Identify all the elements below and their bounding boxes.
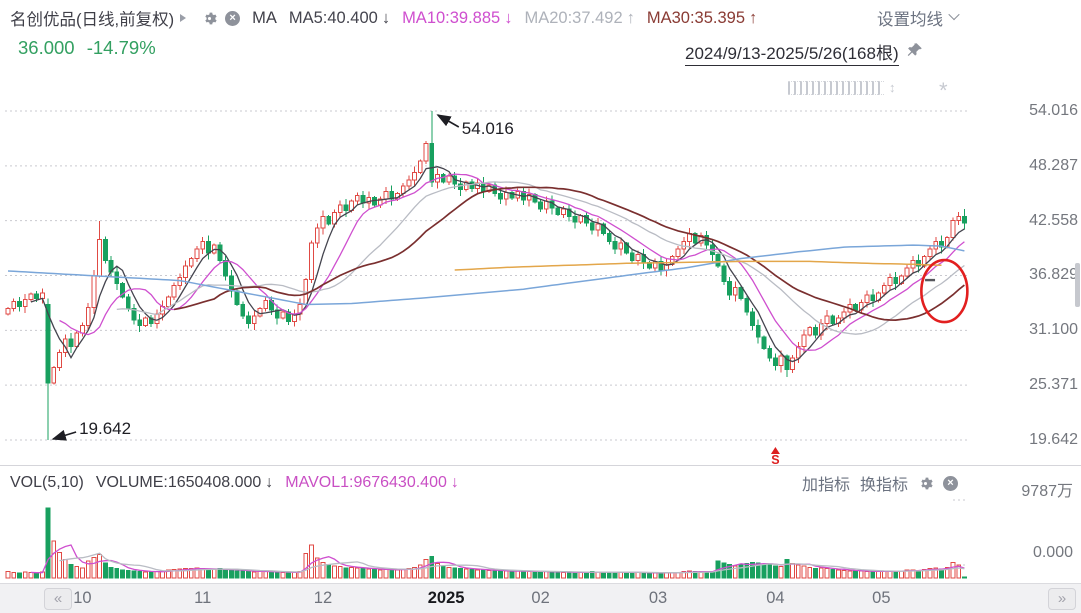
ma30-arrow: ↑ <box>749 8 758 27</box>
quote-price-change: 36.000 -14.79% <box>18 37 156 59</box>
pushpin-icon[interactable] <box>907 42 923 63</box>
volume-value: VOLUME:1650408.000 ↓ <box>95 474 274 491</box>
price-tick-label: 42.558 <box>1029 211 1078 229</box>
volume-bar-chart[interactable] <box>0 498 990 582</box>
ma20-line <box>116 181 965 335</box>
time-tick-label-05: 05 <box>872 589 891 607</box>
time-tick-label-02: 02 <box>531 589 550 607</box>
change-percent: -14.79% <box>86 37 156 58</box>
ma-group-label: MA <box>252 8 277 27</box>
scroll-right-button[interactable]: » <box>1048 588 1076 610</box>
updown-arrows-icon: ↕ <box>889 80 896 95</box>
time-tick-label-10: 10 <box>73 589 92 607</box>
mavol2-line <box>59 552 965 574</box>
last-price: 36.000 <box>18 37 75 58</box>
chevron-down-icon <box>948 8 960 21</box>
volume-header: VOL(5,10) VOLUME:1650408.000 ↓ MAVOL1:967… <box>10 471 958 495</box>
volume-arrow: ↓ <box>265 474 274 491</box>
price-tick-label: 54.016 <box>1029 102 1078 119</box>
vol-indicator-label: VOL(5,10) <box>10 474 84 491</box>
date-range-link[interactable]: 2024/9/13-2025/5/26(168根) <box>685 39 899 66</box>
highlight-ellipse <box>920 258 969 324</box>
ma5-arrow: ↓ <box>381 8 391 27</box>
mavol-value: MAVOL1:9676430.400 ↓ <box>285 474 459 491</box>
price-tick-label: 48.287 <box>1029 156 1078 174</box>
ma-settings-gear-icon[interactable] <box>202 11 217 26</box>
long-ma-blue <box>7 244 965 306</box>
switch-indicator-button[interactable]: 换指标 <box>859 477 908 494</box>
price-candlestick-chart[interactable]: 54.016 19.642 S <box>0 70 990 466</box>
time-tick-label-2025: 2025 <box>427 589 465 607</box>
price-tick-label: 19.642 <box>1029 430 1078 448</box>
mini-candles-strip-icon <box>788 80 884 95</box>
date-range-row: 2024/9/13-2025/5/26(168根) <box>685 39 923 66</box>
peak-price-label: 54.016 <box>462 119 514 138</box>
ma10-line <box>59 173 965 351</box>
event-marker-s-icon: S <box>771 453 779 466</box>
volume-axis-max: 9787万 <box>1021 483 1073 500</box>
time-tick-label-12: 12 <box>313 589 333 607</box>
price-gridlines <box>5 110 968 441</box>
time-tick-label-11: 11 <box>194 589 212 607</box>
mavol-arrow: ↓ <box>450 474 459 491</box>
snowflake-icon[interactable]: * <box>939 78 948 103</box>
vertical-scrollbar-thumb[interactable] <box>1075 263 1080 307</box>
time-tick-label-03: 03 <box>648 589 668 607</box>
price-tick-label: 31.100 <box>1029 321 1078 339</box>
ma5-value: MA5:40.400 ↓ <box>288 8 391 27</box>
add-indicator-button[interactable]: 加指标 <box>801 477 850 494</box>
trough-price-label: 19.642 <box>79 419 131 438</box>
long-ma-orange <box>454 260 942 271</box>
ma30-value: MA30:35.395 ↑ <box>646 8 758 27</box>
time-tick-label-04: 04 <box>766 589 785 607</box>
ma10-value: MA10:39.885 ↓ <box>402 8 513 27</box>
ma20-value: MA20:37.492 ↑ <box>524 8 635 27</box>
symbol-title[interactable]: 名创优品(日线,前复权) <box>10 11 175 29</box>
close-indicator-icon[interactable]: × <box>943 475 958 491</box>
ma5-line <box>30 166 965 363</box>
expand-caret-icon[interactable] <box>180 14 187 22</box>
ma10-arrow: ↓ <box>504 8 513 27</box>
ma30-line <box>173 186 965 321</box>
volume-bars <box>5 507 967 579</box>
time-axis: « 10 11 12 2025 02 03 04 05 » <box>0 583 1081 613</box>
ma20-arrow: ↑ <box>626 8 635 27</box>
panel-divider <box>0 465 1081 466</box>
chart-header: 名创优品(日线,前复权) × MA MA5:40.400 ↓ MA10:39.88… <box>10 6 960 30</box>
scroll-left-button[interactable]: « <box>44 588 72 610</box>
volume-axis-min: 0.000 <box>1032 544 1073 561</box>
close-ma-icon[interactable]: × <box>225 10 241 26</box>
configure-ma-button[interactable]: 设置均线 <box>877 6 960 30</box>
price-tick-label: 25.371 <box>1029 376 1078 394</box>
event-marker-arrow-icon <box>770 447 780 454</box>
indicator-settings-gear-icon[interactable] <box>918 476 933 491</box>
annotations: 54.016 19.642 S <box>51 114 969 466</box>
price-tick-label: 36.829 <box>1029 266 1078 284</box>
range-navigator[interactable]: ↕ <box>788 80 896 95</box>
